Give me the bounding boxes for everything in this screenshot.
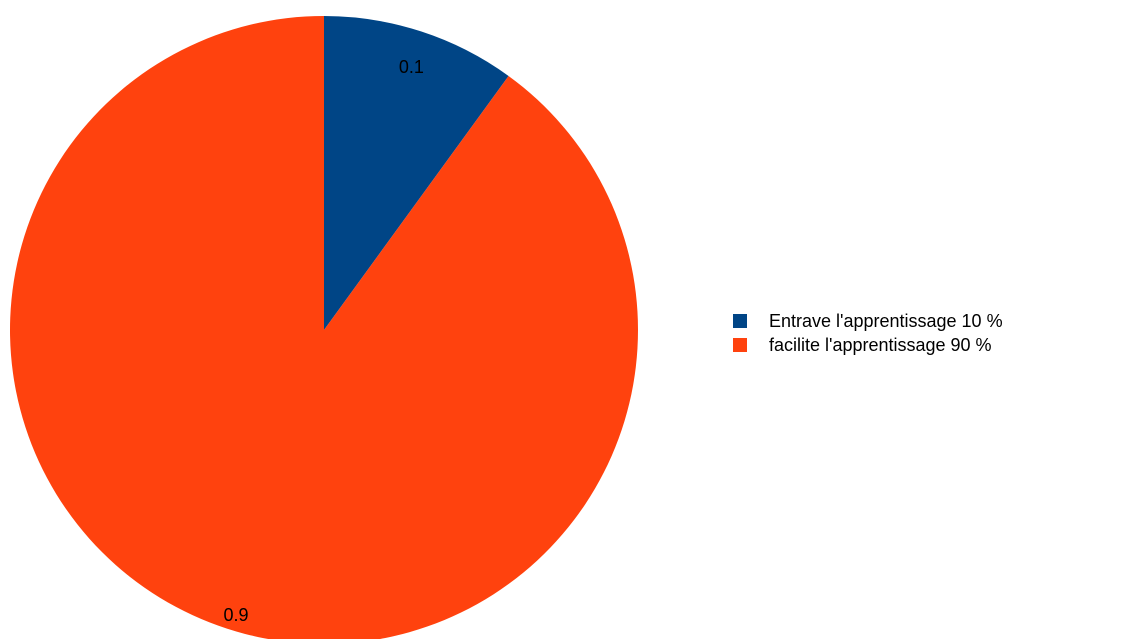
pie-value-label: 0.9 — [223, 605, 248, 625]
pie-slices — [10, 16, 638, 639]
pie-value-label: 0.1 — [399, 57, 424, 77]
pie-slice — [10, 16, 638, 639]
pie-slice — [324, 16, 509, 330]
legend-swatch — [733, 314, 747, 328]
legend-item: Entrave l'apprentissage 10 % — [733, 309, 1003, 333]
legend-swatch — [733, 338, 747, 352]
chart-legend: Entrave l'apprentissage 10 % facilite l'a… — [733, 309, 1003, 357]
pie-value-labels: 0.1 0.9 — [223, 57, 423, 625]
legend-item: facilite l'apprentissage 90 % — [733, 333, 1003, 357]
legend-label: facilite l'apprentissage 90 % — [769, 334, 992, 355]
legend-label: Entrave l'apprentissage 10 % — [769, 310, 1003, 331]
